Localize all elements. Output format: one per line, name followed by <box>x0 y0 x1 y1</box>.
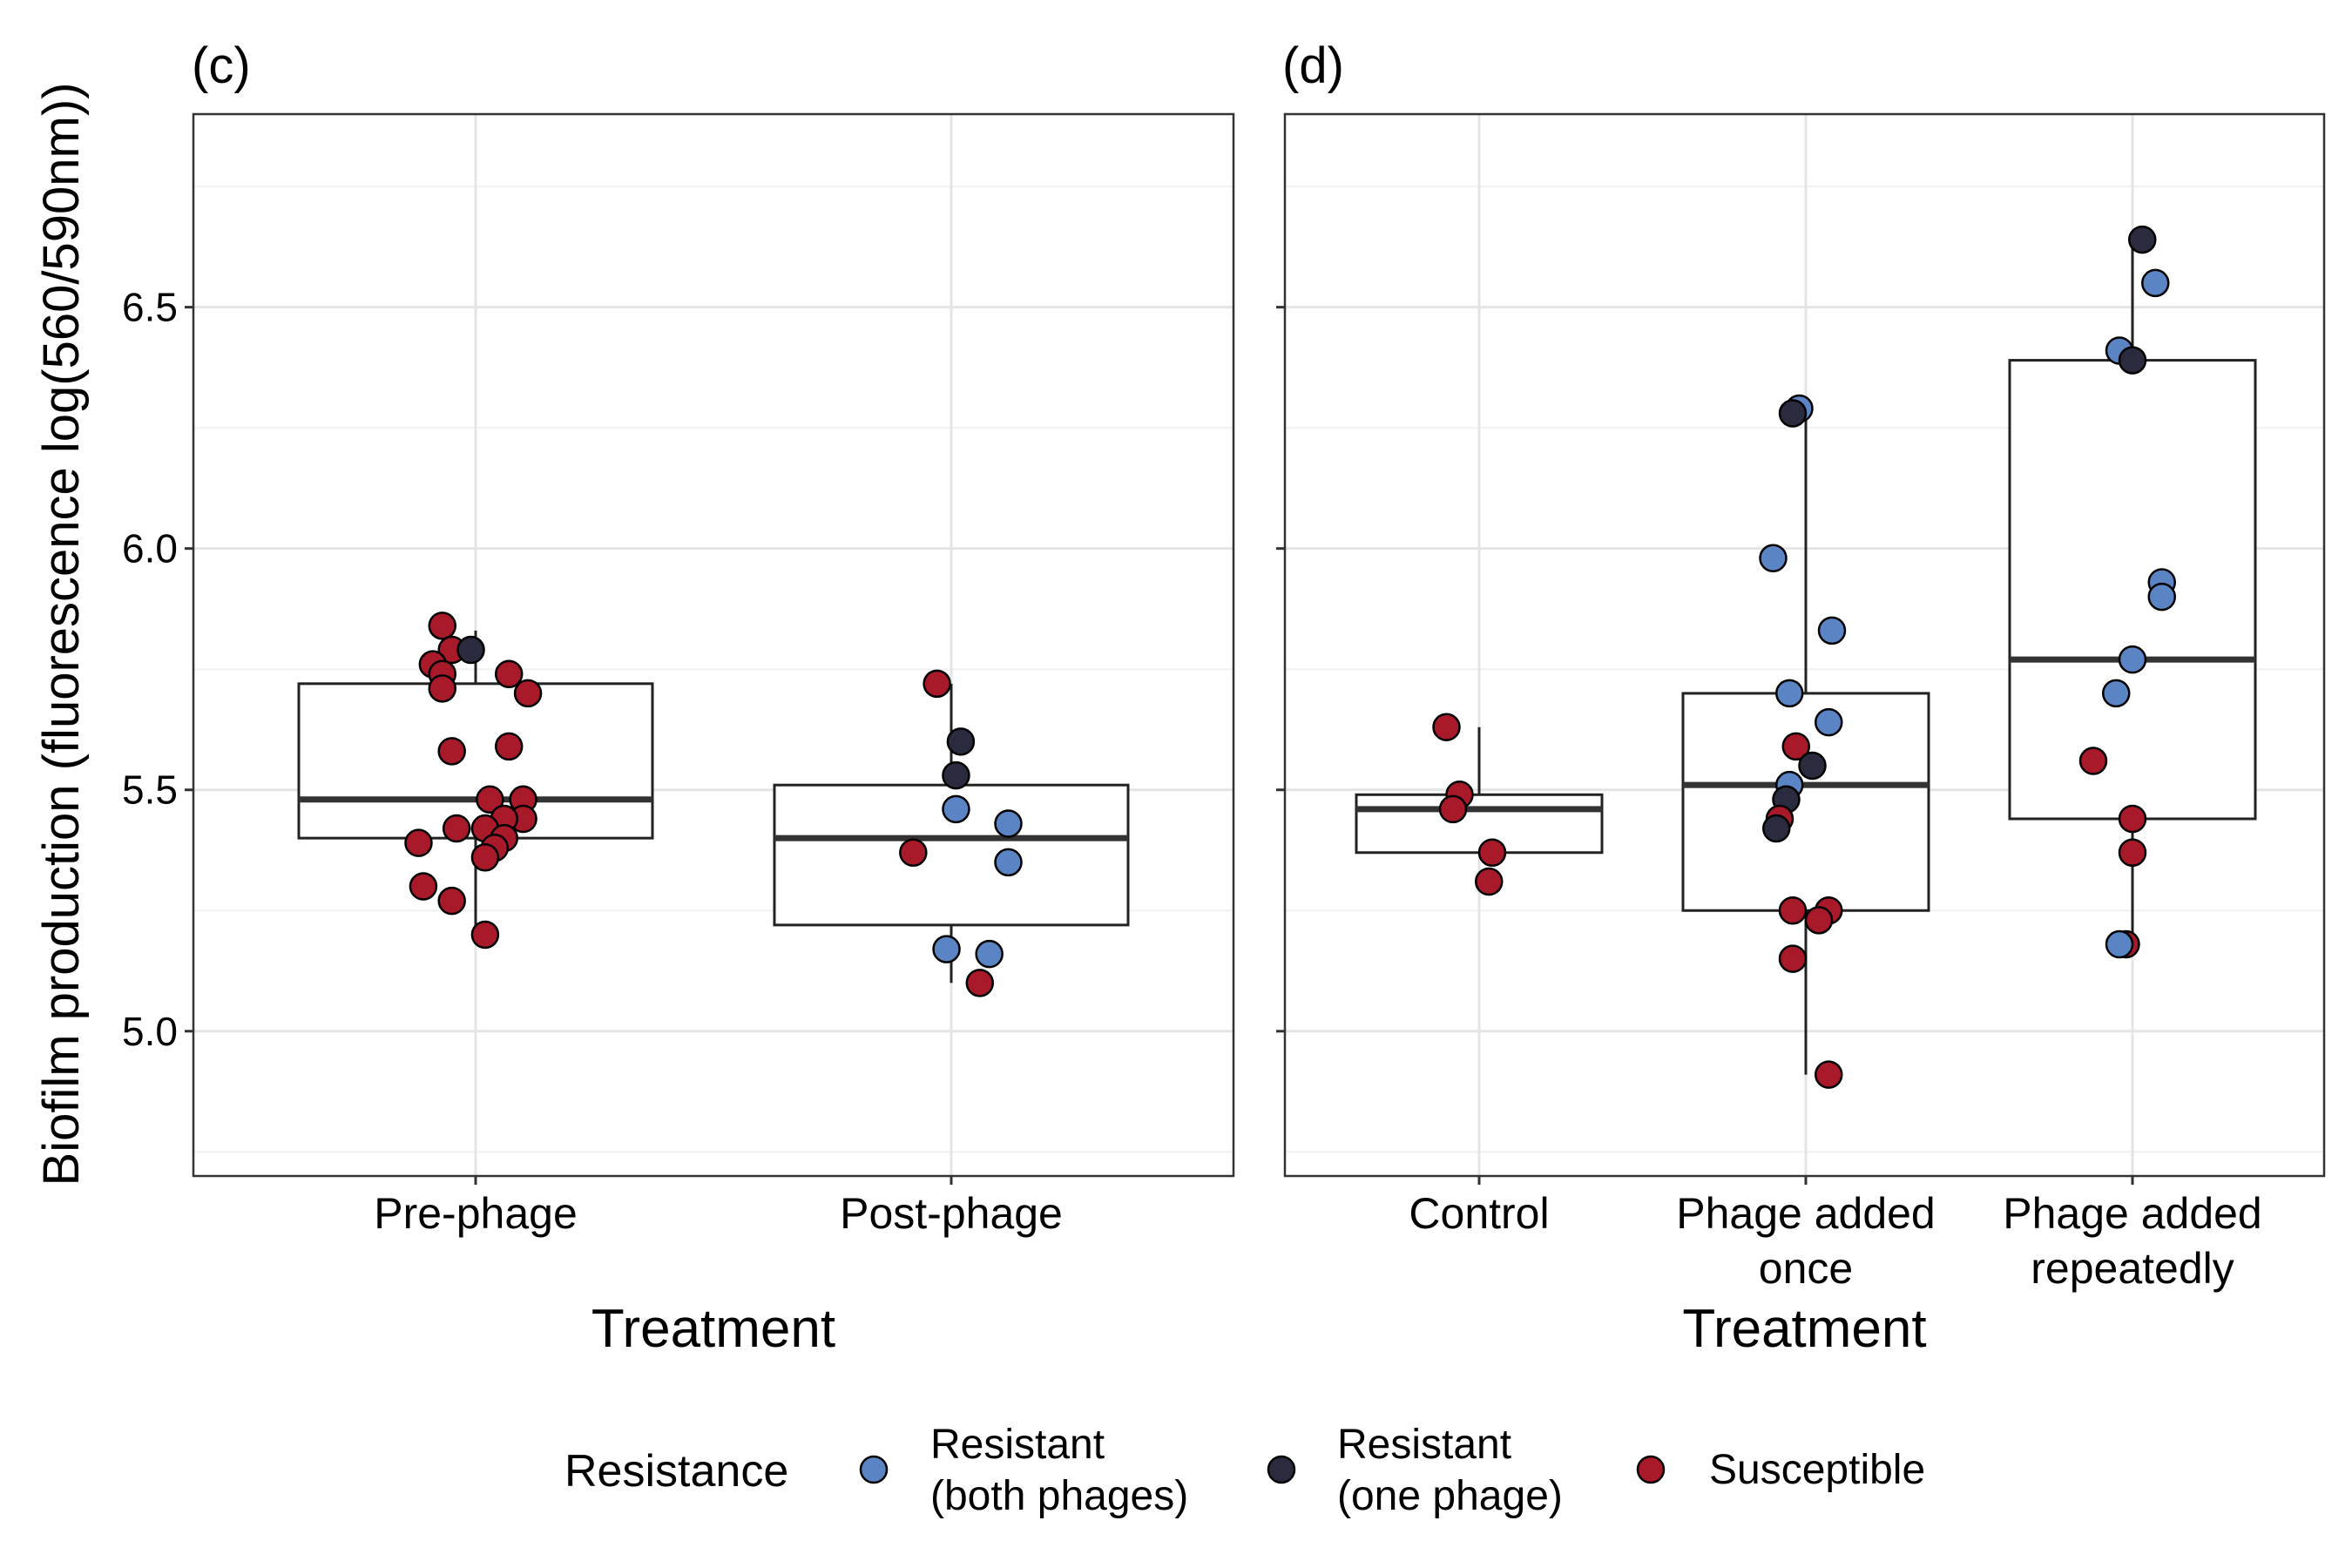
y-tick-label: 6.5 <box>122 285 178 330</box>
data-point-susceptible <box>899 838 928 868</box>
x-tick-label: once <box>1759 1244 1853 1293</box>
data-point-resistant_both <box>994 809 1023 838</box>
y-tick-label: 6.0 <box>122 526 178 571</box>
legend-label: Susceptible <box>1709 1447 1925 1493</box>
data-point-resistant_one <box>946 727 976 756</box>
box-iqr <box>1355 793 1604 855</box>
data-point-resistant_one <box>2118 346 2147 375</box>
data-point-susceptible <box>476 785 504 814</box>
data-point-resistant_one <box>1762 814 1791 843</box>
x-tick-label: Pre-phage <box>374 1189 578 1238</box>
legend-label-line2: (both phages) <box>930 1473 1188 1519</box>
legend-label-line1: Resistant <box>1337 1422 1511 1468</box>
data-point-susceptible <box>1781 732 1810 761</box>
data-point-resistant_both <box>2102 679 2131 708</box>
y-tick-label: 5.5 <box>122 767 178 813</box>
data-point-resistant_both <box>2147 582 2176 612</box>
data-point-susceptible <box>428 674 457 703</box>
data-point-susceptible <box>1475 867 1504 896</box>
panel-d-plot: Control Phage added once Phage added repeate… <box>1276 37 2326 1359</box>
data-point-resistant_one <box>2128 225 2157 254</box>
data-point-susceptible <box>494 659 524 688</box>
legend-title: Resistance <box>564 1446 788 1497</box>
data-point-susceptible <box>1778 896 1808 925</box>
data-point-susceptible <box>404 828 433 857</box>
data-point-susceptible <box>1804 906 1834 935</box>
data-point-susceptible <box>409 872 438 901</box>
data-point-resistant_one <box>1778 399 1808 428</box>
box-iqr <box>297 682 654 840</box>
data-point-resistant_both <box>932 935 961 963</box>
legend-label-line1: Resistant <box>930 1422 1105 1468</box>
data-point-resistant_both <box>1815 707 1843 737</box>
x-tick-label: Post-phage <box>840 1189 1063 1238</box>
data-point-resistant_both <box>1817 616 1847 645</box>
data-point-susceptible <box>428 612 457 640</box>
data-point-resistant_both <box>975 939 1004 969</box>
data-point-resistant_both <box>2141 268 2170 298</box>
panel-c-plot: 5.0 5.5 6.0 6.5 Pre-phage Post-phage (c) Treatm… <box>122 37 1235 1359</box>
data-point-susceptible <box>442 814 471 843</box>
x-tick-label: Phage added <box>2003 1189 2262 1238</box>
x-axis-title: Treatment <box>1682 1299 1926 1359</box>
data-point-susceptible <box>2078 747 2108 775</box>
x-axis-title: Treatment <box>591 1299 835 1359</box>
legend-key-resistant_one <box>1267 1455 1296 1484</box>
legend-key-resistant_both <box>859 1455 889 1484</box>
data-point-resistant_both <box>1775 679 1804 708</box>
data-point-susceptible <box>1477 838 1507 868</box>
data-point-susceptible <box>2118 804 2147 834</box>
data-point-susceptible <box>923 669 951 699</box>
data-point-resistant_both <box>994 848 1023 877</box>
data-point-resistant_both <box>1759 544 1788 573</box>
x-tick-label: repeatedly <box>2031 1244 2234 1293</box>
data-point-susceptible <box>2118 838 2147 868</box>
data-point-resistant_one <box>942 760 970 790</box>
panel-background <box>193 114 1233 1176</box>
data-point-susceptible <box>965 969 995 997</box>
legend: Resistance Resistant (both phages) Resistan… <box>564 1422 1925 1519</box>
y-axis-title: Biofilm production (fluorescence log(560… <box>33 83 90 1186</box>
panel-label: (c) <box>192 37 251 94</box>
data-point-susceptible <box>470 843 500 872</box>
legend-key-susceptible <box>1636 1455 1666 1484</box>
panel-border <box>192 112 1235 1178</box>
box-iqr <box>2008 359 2257 821</box>
data-point-susceptible <box>494 732 524 761</box>
legend-label-line2: (one phage) <box>1337 1473 1563 1519</box>
data-point-resistant_one <box>456 635 485 665</box>
data-point-susceptible <box>1815 1060 1843 1089</box>
data-point-resistant_both <box>2118 645 2147 674</box>
box-iqr <box>773 783 1130 927</box>
data-point-susceptible <box>1438 794 1468 824</box>
x-tick-label: Control <box>1409 1189 1549 1238</box>
data-point-susceptible <box>437 886 466 916</box>
data-point-resistant_one <box>1798 751 1827 781</box>
y-tick-label: 5.0 <box>122 1009 178 1054</box>
data-point-susceptible <box>437 737 466 766</box>
box-iqr <box>1681 692 1930 912</box>
x-tick-label: Phage added <box>1676 1189 1936 1238</box>
data-point-resistant_both <box>942 794 970 824</box>
data-point-susceptible <box>513 679 543 708</box>
data-point-susceptible <box>470 920 500 950</box>
data-point-susceptible <box>1778 944 1808 973</box>
panel-label: (d) <box>1282 37 1344 94</box>
data-point-susceptible <box>1432 713 1461 741</box>
data-point-resistant_both <box>2105 929 2134 959</box>
